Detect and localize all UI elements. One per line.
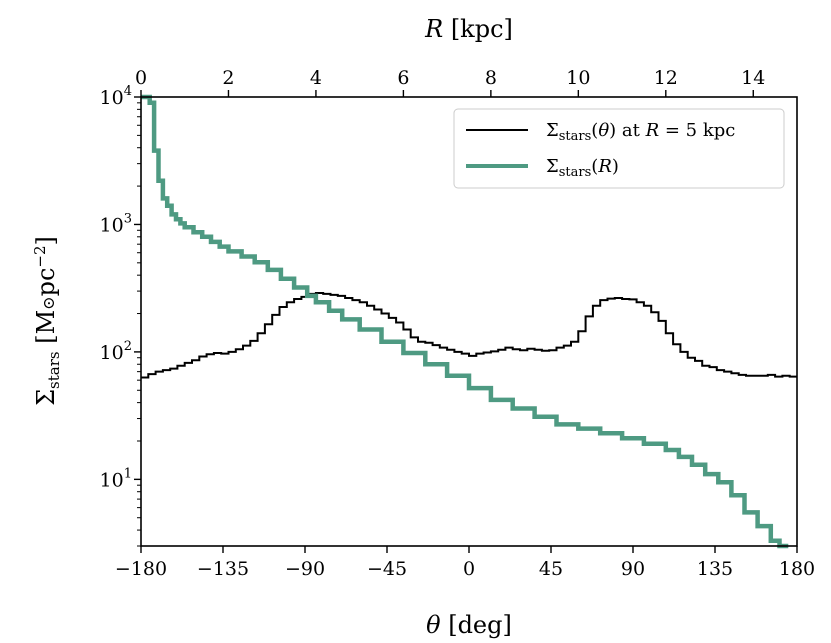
axis-layer: −180 −135 −90 −45 0 45 90 135 180 0 2 4 6 8 10 12 14 101 1…: [100, 67, 816, 580]
y-tick-label: 102: [100, 339, 132, 364]
x-tick-label: 135: [697, 558, 733, 580]
legend-box: [453, 108, 785, 189]
x-tick-label: −180: [115, 558, 167, 580]
legend-entry-r: Σstars(R): [546, 156, 619, 180]
x-tick-label: −90: [285, 558, 325, 580]
legend-entry-theta: Σstars(θ) at R = 5 kpc: [546, 120, 735, 144]
top-tick-label: 4: [310, 67, 322, 89]
y-axis-label: Σstars [M⊙pc−2]: [31, 236, 63, 406]
legend: Σstars(θ) at R = 5 kpc Σstars(R): [453, 108, 785, 189]
top-tick-label: 8: [485, 67, 497, 89]
x-tick-label: 180: [779, 558, 815, 580]
top-axis-label: R [kpc]: [424, 15, 513, 43]
x-tick-label: 45: [539, 558, 563, 580]
top-tick-label: 12: [654, 67, 678, 89]
y-tick-label: 104: [100, 84, 132, 109]
top-tick-label: 14: [741, 67, 765, 89]
y-tick-label: 101: [100, 466, 132, 491]
x-axis-label: θ [deg]: [426, 611, 512, 639]
top-tick-label: 10: [566, 67, 590, 89]
x-tick-label: −45: [367, 558, 407, 580]
series-layer: [141, 94, 797, 549]
top-tick-label: 0: [135, 67, 147, 89]
top-tick-label: 2: [222, 67, 234, 89]
top-tick-label: 6: [397, 67, 409, 89]
series-line-theta: [141, 292, 797, 379]
x-tick-label: −135: [197, 558, 249, 580]
series-line-r: [141, 94, 789, 549]
y-tick-label: 103: [100, 211, 132, 236]
x-tick-label: 0: [463, 558, 475, 580]
x-tick-label: 90: [621, 558, 645, 580]
